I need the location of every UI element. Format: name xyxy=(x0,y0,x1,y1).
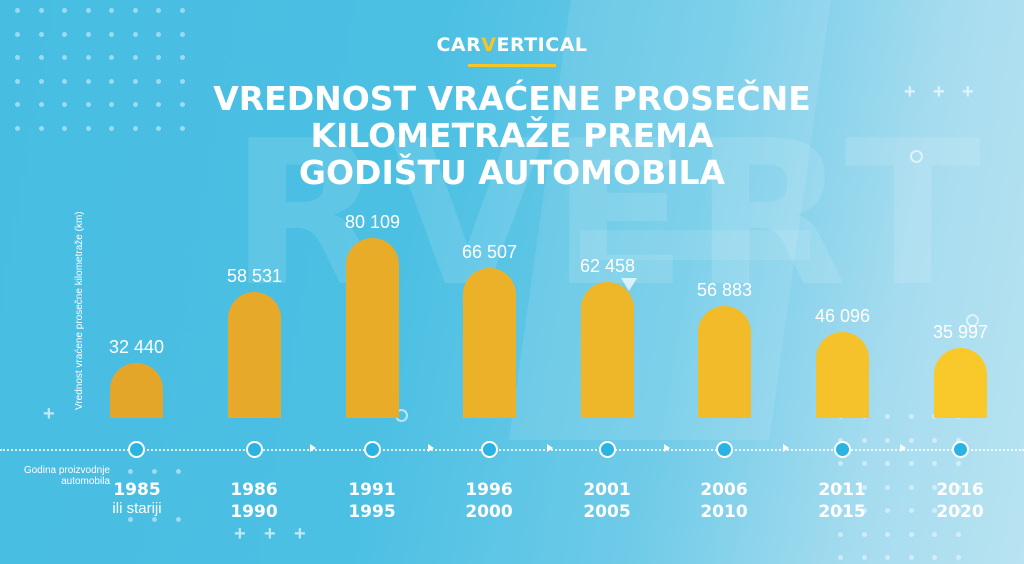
bar-value-label: 56 883 xyxy=(696,280,753,300)
arrow-icon xyxy=(900,444,906,452)
plus-icon: + xyxy=(294,523,306,545)
bar xyxy=(934,348,987,418)
arrow-icon xyxy=(428,444,434,452)
arrow-icon xyxy=(310,444,316,452)
timeline-axis xyxy=(0,449,1024,451)
bar-value-label: 32 440 xyxy=(108,337,165,357)
year-range-label: 2011 2015 xyxy=(818,480,866,522)
decorative-dot-grid xyxy=(15,8,185,131)
arrow-icon xyxy=(547,444,553,452)
ring-icon xyxy=(966,314,979,327)
plus-icon: + xyxy=(962,81,974,103)
bar-value-label: 58 531 xyxy=(226,266,283,286)
bar xyxy=(346,238,399,418)
chart-title: VREDNOST VRAĆENE PROSEČNE KILOMETRAŽE PR… xyxy=(213,79,811,192)
timeline-node xyxy=(716,441,733,458)
timeline-node xyxy=(481,441,498,458)
timeline-node xyxy=(834,441,851,458)
plus-icon: + xyxy=(43,403,55,425)
arrow-icon xyxy=(664,444,670,452)
year-range-label: 2016 2020 xyxy=(936,480,984,522)
logo-underline xyxy=(468,64,556,67)
arrow-icon xyxy=(783,444,789,452)
timeline-node xyxy=(364,441,381,458)
y-axis-label: Vrednost vraćene prosečne kilometraže (k… xyxy=(74,211,85,410)
bar-value-label: 35 997 xyxy=(932,322,989,342)
decorative-dot-grid xyxy=(128,469,181,522)
bar-value-label: 66 507 xyxy=(461,242,518,262)
year-range-label: 2001 2005 xyxy=(583,480,631,522)
background-window-shape xyxy=(720,230,810,260)
timeline-node xyxy=(246,441,263,458)
timeline-node xyxy=(599,441,616,458)
background-window-shape xyxy=(580,230,720,260)
year-range-label: 1996 2000 xyxy=(465,480,513,522)
year-range-label: 1991 1995 xyxy=(348,480,396,522)
ring-icon xyxy=(910,150,923,163)
plus-icon: + xyxy=(933,81,945,103)
timeline-node xyxy=(952,441,969,458)
x-axis-label: Godina proizvodnje automobila xyxy=(23,465,110,487)
plus-icon: + xyxy=(264,523,276,545)
bar-value-label: 80 109 xyxy=(344,212,401,232)
plus-icon: + xyxy=(234,523,246,545)
bar xyxy=(581,282,634,418)
bar xyxy=(228,292,281,418)
bar xyxy=(816,332,869,418)
bar-value-label: 46 096 xyxy=(814,306,871,326)
bar xyxy=(110,363,163,418)
bar xyxy=(463,268,516,418)
year-range-label: 1985 ili stariji xyxy=(112,480,162,517)
plus-icon: + xyxy=(904,81,916,103)
year-range-label: 1986 1990 xyxy=(230,480,278,522)
bar-value-label: 62 458 xyxy=(579,256,636,276)
bar xyxy=(698,306,751,418)
brand-logo: CARVERTICAL xyxy=(436,34,588,56)
year-range-label: 2006 2010 xyxy=(700,480,748,522)
timeline-node xyxy=(128,441,145,458)
